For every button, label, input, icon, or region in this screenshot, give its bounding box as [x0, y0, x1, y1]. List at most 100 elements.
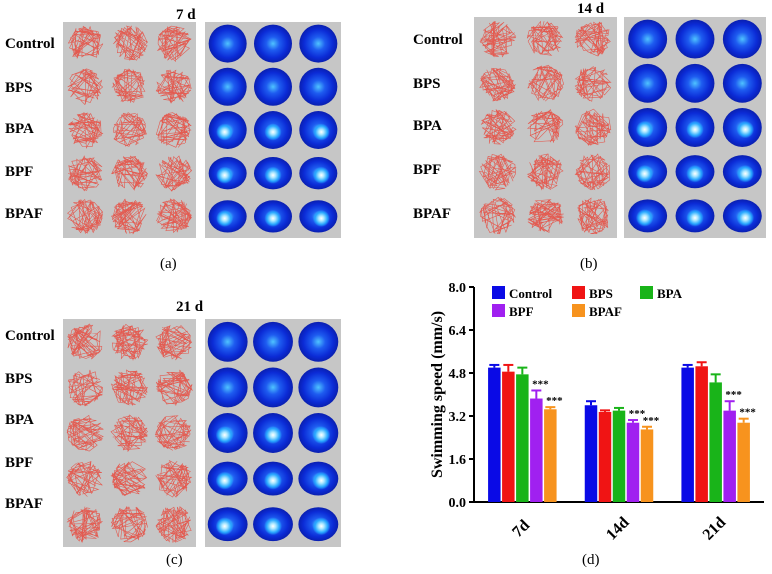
swim-track: [577, 197, 609, 234]
bar: [723, 410, 736, 502]
heatmap-blob: [298, 321, 339, 362]
heatmap-hotspot: [736, 120, 755, 139]
heatmap-hotspot: [312, 166, 330, 184]
swim-track: [527, 199, 564, 233]
panel-b-caption: (b): [580, 256, 598, 272]
swim-track: [67, 155, 103, 192]
bar: [709, 382, 722, 502]
y-tick-label: 0.0: [449, 496, 467, 511]
swim-track: [110, 369, 149, 406]
heatmap-hotspot: [635, 120, 654, 139]
swim-track: [67, 198, 103, 234]
heatmap-hotspot: [312, 426, 331, 444]
heatmap-hotspot: [686, 120, 704, 139]
swim-track: [67, 25, 104, 59]
heatmap-hotspot: [264, 517, 282, 536]
heatmap-hotspot: [216, 209, 234, 227]
bar: [584, 405, 598, 502]
x-tick-label: 14d: [603, 514, 633, 544]
panel-b-title: 14 d: [577, 1, 605, 17]
heatmap-layer: [207, 19, 762, 542]
swim-track: [478, 153, 517, 191]
significance-marker: ***: [546, 395, 563, 407]
swim-track: [110, 198, 147, 235]
legend-label: BPF: [509, 304, 534, 319]
bar: [626, 422, 640, 502]
heatmap-hotspot: [215, 471, 234, 490]
panel-b-label-bpa: BPA: [413, 118, 442, 134]
bar: [502, 371, 515, 502]
significance-marker: ***: [643, 415, 660, 427]
legend-swatch: [572, 304, 585, 317]
heatmap-hotspot: [635, 209, 654, 227]
panel-c-label-bpa: BPA: [5, 412, 34, 428]
swim-track: [67, 369, 103, 407]
heatmap-hotspot: [736, 209, 755, 227]
heatmap-hotspot: [635, 164, 654, 183]
swim-track: [574, 21, 611, 57]
bar: [737, 422, 750, 502]
panel-c-caption: (c): [166, 552, 183, 568]
swim-track: [110, 414, 148, 452]
bar: [681, 367, 694, 502]
swim-track: [113, 25, 149, 61]
swim-track: [479, 196, 516, 235]
legend-label: BPS: [589, 286, 613, 301]
swim-track: [155, 369, 193, 406]
swim-track: [155, 69, 192, 104]
heatmap-blob: [207, 321, 248, 362]
heatmap-hotspot: [264, 471, 282, 490]
swim-track: [66, 461, 103, 497]
swim-track: [110, 506, 148, 543]
swim-track: [155, 155, 193, 192]
panel-c-label-bpaf: BPAF: [5, 496, 44, 512]
heatmap-hotspot: [312, 123, 330, 141]
panel-a-label-bpf: BPF: [5, 164, 34, 180]
swim-track: [155, 325, 193, 361]
heatmap-hotspot: [686, 209, 704, 227]
legend-swatch: [492, 304, 505, 317]
heatmap-blob: [253, 367, 293, 408]
panel-c-label-bpf: BPF: [5, 455, 34, 471]
y-axis-label: Swimming speed (mm/s): [429, 311, 446, 478]
panel-c-label-bps: BPS: [5, 371, 33, 387]
swim-track: [156, 25, 192, 62]
heatmap-hotspot: [686, 164, 704, 183]
heatmap-blob: [253, 67, 293, 106]
panel-c-title: 21 d: [176, 299, 204, 315]
significance-marker: ***: [725, 389, 742, 401]
y-tick-label: 6.4: [449, 324, 467, 339]
swim-track: [574, 108, 612, 146]
legend-label: BPA: [657, 286, 683, 301]
swim-track: [67, 68, 104, 105]
heatmap-blob: [253, 321, 293, 362]
bar: [530, 398, 543, 502]
legend-swatch: [572, 286, 585, 299]
panel-b-label-control: Control: [413, 32, 463, 48]
y-tick-label: 8.0: [449, 281, 467, 296]
swim-track: [110, 461, 148, 497]
swim-track: [526, 20, 564, 56]
heatmap-hotspot: [264, 123, 282, 141]
swim-track: [66, 414, 104, 452]
legend-swatch: [640, 286, 653, 299]
swim-track: [574, 153, 611, 191]
legend-swatch: [492, 286, 505, 299]
panel-d-caption: (d): [582, 552, 600, 568]
swim-track: [154, 415, 192, 451]
x-tick-label: 7d: [509, 517, 533, 541]
heatmap-hotspot: [216, 166, 234, 184]
x-tick-label: 21d: [700, 514, 730, 544]
swim-track: [526, 109, 564, 143]
swim-track: [155, 459, 193, 498]
swim-track: [111, 68, 146, 103]
y-tick-label: 1.6: [449, 453, 467, 468]
panel-a-caption: (a): [160, 256, 177, 272]
heatmap-hotspot: [264, 209, 282, 227]
swim-track: [68, 112, 104, 149]
swim-track: [156, 198, 193, 234]
y-tick-label: 3.2: [449, 410, 467, 425]
bar: [488, 367, 501, 502]
